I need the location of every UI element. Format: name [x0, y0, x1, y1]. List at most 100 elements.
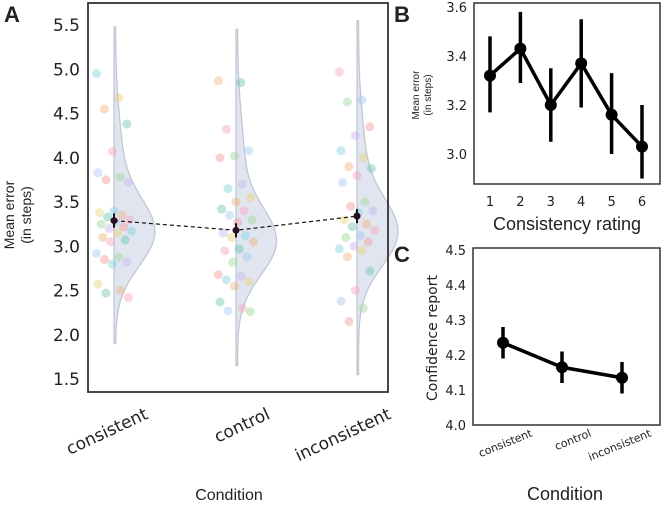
data-point-consistent — [107, 147, 117, 157]
y-tick-label: 3.0 — [446, 148, 467, 163]
data-point-inconsistent — [334, 244, 344, 254]
data-point-inconsistent — [336, 296, 346, 306]
data-point-inconsistent — [344, 316, 354, 326]
data-point-control — [213, 270, 223, 280]
y-tick-label: 3.0 — [53, 237, 80, 257]
data-point-consistent — [120, 235, 130, 245]
data-point-control — [225, 210, 235, 220]
y-axis-label-line2: (in steps) — [18, 186, 34, 244]
data-point-control — [229, 151, 239, 161]
data-point-control — [221, 124, 231, 134]
data-point-consistent — [122, 257, 132, 267]
data-point-inconsistent — [334, 67, 344, 77]
y-tick-label: 4.5 — [53, 105, 80, 125]
data-point-consistent — [127, 226, 137, 236]
y-tick-label: 2.5 — [53, 282, 80, 302]
panel-label-a: A — [4, 2, 20, 27]
data-point — [484, 69, 496, 82]
data-point-consistent — [99, 104, 109, 114]
y-tick-label: 3.2 — [446, 99, 467, 114]
y-tick-label: 4.2 — [445, 349, 466, 364]
data-point-control — [247, 215, 257, 225]
data-point-consistent — [125, 215, 135, 225]
violin-consistent — [113, 26, 156, 345]
data-point-control — [244, 277, 254, 287]
data-point-consistent — [122, 119, 132, 129]
data-point-inconsistent — [352, 170, 362, 180]
y-tick-label: 4.1 — [445, 384, 466, 399]
data-point-control — [223, 184, 233, 194]
y-axis-label-line1: Mean error — [411, 70, 422, 120]
data-point-consistent — [93, 168, 103, 178]
data-point-inconsistent — [342, 252, 352, 262]
data-point-control — [213, 76, 223, 86]
data-point-consistent — [103, 212, 113, 222]
plot-frame-c — [472, 247, 661, 426]
data-point-consistent — [119, 222, 129, 232]
x-axis-label: Condition — [527, 484, 603, 504]
data-point-inconsistent — [338, 178, 348, 188]
mean-marker-control — [232, 226, 240, 234]
data-point-control — [249, 237, 259, 247]
data-point-inconsistent — [365, 122, 375, 132]
data-point-control — [245, 307, 255, 317]
data-point-inconsistent — [344, 162, 354, 172]
data-point-inconsistent — [339, 215, 349, 225]
data-point-consistent — [93, 279, 103, 289]
x-tick-label: consistent — [63, 404, 151, 459]
data-point-control — [218, 228, 228, 238]
data-point-control — [215, 153, 225, 163]
data-point-consistent — [115, 172, 125, 182]
data-point-consistent — [99, 255, 109, 265]
plot-frame-a — [87, 2, 389, 393]
data-point-consistent — [101, 288, 111, 298]
data-point-control — [217, 204, 227, 214]
x-tick-label: 6 — [638, 195, 646, 210]
data-point-consistent — [98, 232, 108, 242]
x-axis-label: Consistency rating — [493, 214, 641, 234]
data-point-inconsistent — [360, 197, 370, 207]
panel-b: B 3.0 3.2 3.4 3.6 1 2 3 4 5 6 Consistency rating Mea… — [394, 1, 661, 234]
violin-control — [235, 28, 278, 367]
data-line — [488, 45, 644, 148]
data-point — [497, 336, 509, 349]
data-point-consistent — [95, 208, 105, 218]
data-point-inconsistent — [368, 206, 378, 216]
panel-label-b: B — [394, 2, 410, 27]
x-tick-label: consistent — [477, 426, 535, 460]
data-point-control — [244, 146, 254, 156]
data-point-inconsistent — [358, 153, 368, 163]
y-axis-label: Mean error (in steps) — [1, 180, 34, 249]
data-point-inconsistent — [370, 225, 380, 235]
data-point-control — [215, 297, 225, 307]
plot-frame-b — [473, 2, 661, 185]
data-point-inconsistent — [357, 246, 367, 256]
data-point-consistent — [101, 175, 111, 185]
data-point-control — [228, 257, 238, 267]
data-point-consistent — [117, 210, 127, 220]
x-tick-label: 2 — [516, 195, 524, 210]
data-point-control — [229, 281, 239, 291]
data-point-inconsistent — [362, 219, 372, 229]
mean-marker-inconsistent — [353, 212, 361, 220]
y-tick-label: 4.0 — [53, 149, 80, 169]
data-point-inconsistent — [358, 303, 368, 313]
data-point-inconsistent — [346, 201, 356, 211]
data-point-control — [220, 246, 230, 256]
y-tick-label: 4.4 — [445, 279, 466, 294]
data-point-consistent — [109, 206, 119, 216]
y-tick-label: 3.4 — [446, 50, 467, 65]
x-tick-label: 4 — [577, 195, 585, 210]
data-point-inconsistent — [366, 163, 376, 173]
y-axis-label: Confidence report — [425, 275, 441, 401]
data-point-control — [234, 244, 244, 254]
data-point-consistent — [96, 219, 106, 229]
x-tick-label: control — [553, 427, 593, 453]
data-point-inconsistent — [363, 237, 373, 247]
panel-label-c: C — [394, 242, 410, 267]
data-point — [575, 57, 588, 70]
data-point — [605, 108, 618, 121]
data-point-consistent — [104, 224, 114, 234]
data-point — [544, 99, 557, 111]
